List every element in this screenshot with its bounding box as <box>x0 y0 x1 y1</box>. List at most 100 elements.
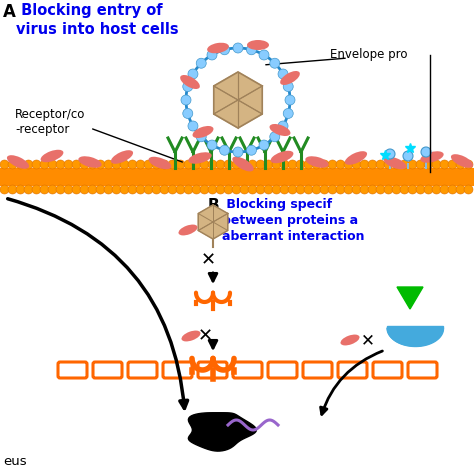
Circle shape <box>188 121 198 131</box>
FancyArrowPatch shape <box>320 351 383 414</box>
Circle shape <box>312 160 321 169</box>
Circle shape <box>320 185 329 194</box>
Circle shape <box>288 185 297 194</box>
Ellipse shape <box>41 150 64 162</box>
Text: Blocking entry of
virus into host cells: Blocking entry of virus into host cells <box>16 3 179 36</box>
Bar <box>0 168 474 186</box>
Circle shape <box>0 160 9 169</box>
Circle shape <box>270 132 280 142</box>
Ellipse shape <box>451 154 473 168</box>
Ellipse shape <box>111 150 133 164</box>
Polygon shape <box>387 328 443 346</box>
Circle shape <box>192 185 201 194</box>
Circle shape <box>128 160 137 169</box>
Circle shape <box>259 50 269 60</box>
Ellipse shape <box>148 157 172 169</box>
Circle shape <box>376 185 385 194</box>
Ellipse shape <box>345 151 367 165</box>
Circle shape <box>208 185 217 194</box>
Circle shape <box>16 185 25 194</box>
Circle shape <box>72 185 81 194</box>
Circle shape <box>224 185 233 194</box>
Circle shape <box>272 185 281 194</box>
Ellipse shape <box>179 225 198 236</box>
Circle shape <box>72 160 81 169</box>
Circle shape <box>385 149 395 159</box>
Circle shape <box>104 160 113 169</box>
Circle shape <box>160 185 169 194</box>
Polygon shape <box>214 72 262 128</box>
Circle shape <box>112 185 121 194</box>
Circle shape <box>80 160 89 169</box>
Text: ✕: ✕ <box>361 331 375 349</box>
Circle shape <box>196 132 206 142</box>
Circle shape <box>48 160 57 169</box>
Circle shape <box>352 185 361 194</box>
Circle shape <box>219 45 229 55</box>
Circle shape <box>32 185 41 194</box>
Circle shape <box>352 160 361 169</box>
Circle shape <box>424 160 433 169</box>
Text: A: A <box>3 3 16 21</box>
Circle shape <box>56 185 65 194</box>
Circle shape <box>56 160 65 169</box>
Circle shape <box>296 185 305 194</box>
Circle shape <box>232 160 241 169</box>
Ellipse shape <box>270 124 291 136</box>
Circle shape <box>144 185 153 194</box>
Text: Envelope pro: Envelope pro <box>330 48 408 61</box>
Circle shape <box>40 160 49 169</box>
Circle shape <box>328 185 337 194</box>
Circle shape <box>240 160 249 169</box>
Circle shape <box>432 160 441 169</box>
Polygon shape <box>198 205 228 239</box>
Circle shape <box>88 160 97 169</box>
Circle shape <box>360 185 369 194</box>
Circle shape <box>120 160 129 169</box>
Circle shape <box>0 185 9 194</box>
Circle shape <box>136 185 145 194</box>
Circle shape <box>440 160 449 169</box>
Text: Blocking specif
between proteins a
aberrant interaction: Blocking specif between proteins a aberr… <box>222 198 365 243</box>
Circle shape <box>400 160 409 169</box>
Circle shape <box>312 185 321 194</box>
Circle shape <box>256 185 265 194</box>
Circle shape <box>188 69 198 79</box>
Polygon shape <box>397 287 423 309</box>
Circle shape <box>88 185 97 194</box>
Circle shape <box>176 185 185 194</box>
Circle shape <box>280 160 289 169</box>
Circle shape <box>328 160 337 169</box>
Circle shape <box>270 58 280 68</box>
Circle shape <box>304 185 313 194</box>
Circle shape <box>196 58 206 68</box>
Ellipse shape <box>182 330 201 341</box>
Text: B: B <box>208 198 219 213</box>
Circle shape <box>336 160 345 169</box>
Ellipse shape <box>420 151 444 163</box>
Circle shape <box>440 185 449 194</box>
Circle shape <box>296 160 305 169</box>
Circle shape <box>183 109 193 118</box>
Circle shape <box>64 185 73 194</box>
Ellipse shape <box>207 43 229 53</box>
Circle shape <box>232 185 241 194</box>
Circle shape <box>152 185 161 194</box>
Circle shape <box>128 185 137 194</box>
Circle shape <box>8 160 17 169</box>
Ellipse shape <box>340 335 359 346</box>
Circle shape <box>120 185 129 194</box>
Circle shape <box>283 82 293 91</box>
Circle shape <box>416 160 425 169</box>
Circle shape <box>96 160 105 169</box>
Circle shape <box>233 147 243 157</box>
Circle shape <box>344 185 353 194</box>
Circle shape <box>368 185 377 194</box>
Circle shape <box>278 69 288 79</box>
Ellipse shape <box>7 155 29 169</box>
Text: ✕: ✕ <box>201 251 216 269</box>
Circle shape <box>259 140 269 150</box>
Circle shape <box>16 160 25 169</box>
Circle shape <box>256 160 265 169</box>
Circle shape <box>64 160 73 169</box>
